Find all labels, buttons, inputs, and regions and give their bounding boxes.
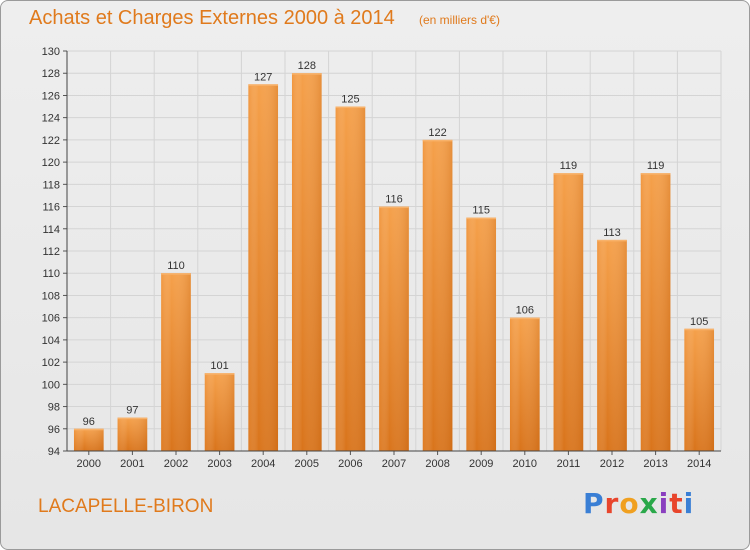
logo-letter: i bbox=[683, 487, 695, 520]
data-label: 97 bbox=[126, 405, 138, 417]
data-label: 127 bbox=[254, 71, 272, 83]
bar-top-edge bbox=[117, 417, 148, 420]
y-tick-label: 94 bbox=[48, 446, 60, 458]
bar-top-edge bbox=[509, 317, 540, 320]
data-label: 125 bbox=[341, 94, 359, 106]
bar-shading-2010 bbox=[509, 317, 540, 451]
y-tick-label: 100 bbox=[42, 379, 60, 391]
logo-letter: i bbox=[658, 487, 670, 520]
data-label: 106 bbox=[516, 305, 534, 317]
bar-shading-2014 bbox=[684, 328, 715, 451]
bar-shading-2008 bbox=[422, 139, 453, 451]
y-tick-label: 112 bbox=[42, 246, 60, 258]
logo-letter: x bbox=[639, 487, 659, 520]
proxiti-logo: Proxiti bbox=[583, 487, 694, 520]
bar-top-edge bbox=[466, 217, 497, 220]
chart-subtitle: (en milliers d'€) bbox=[419, 13, 500, 27]
data-label: 101 bbox=[210, 360, 228, 372]
x-tick-label: 2011 bbox=[557, 458, 581, 470]
data-label: 110 bbox=[167, 260, 185, 272]
bar-top-edge bbox=[684, 328, 715, 331]
y-tick-label: 116 bbox=[42, 202, 60, 214]
y-tick-label: 106 bbox=[42, 313, 60, 325]
x-tick-label: 2014 bbox=[687, 458, 711, 470]
y-tick-label: 108 bbox=[42, 290, 60, 302]
bar-top-edge bbox=[640, 173, 671, 175]
logo-letter: o bbox=[619, 487, 640, 520]
bar-shading-2011 bbox=[553, 173, 584, 451]
x-tick-label: 2007 bbox=[382, 458, 406, 470]
logo-letter: t bbox=[669, 487, 684, 520]
bar-shading-2005 bbox=[291, 73, 322, 451]
bar-top-edge bbox=[379, 206, 409, 209]
data-label: 119 bbox=[647, 160, 665, 172]
data-label: 96 bbox=[83, 416, 95, 428]
x-tick-label: 2002 bbox=[164, 458, 188, 470]
data-label: 128 bbox=[298, 60, 316, 72]
y-tick-label: 98 bbox=[48, 402, 60, 414]
y-tick-label: 130 bbox=[42, 46, 60, 58]
x-tick-label: 2010 bbox=[513, 458, 537, 470]
y-tick-label: 102 bbox=[42, 357, 60, 369]
bar-top-edge bbox=[553, 173, 584, 175]
x-tick-label: 2006 bbox=[338, 458, 362, 470]
y-tick-label: 120 bbox=[42, 157, 60, 169]
bar-shading-2013 bbox=[640, 173, 671, 451]
y-tick-label: 114 bbox=[42, 224, 60, 236]
bar-top-edge bbox=[422, 139, 453, 142]
bar-shading-2007 bbox=[379, 206, 409, 451]
bar-top-edge bbox=[161, 273, 191, 275]
bar-shading-2000 bbox=[73, 428, 104, 451]
data-label: 105 bbox=[690, 316, 708, 328]
y-tick-label: 126 bbox=[42, 90, 60, 102]
y-tick-label: 118 bbox=[42, 179, 60, 191]
y-tick-label: 128 bbox=[42, 68, 60, 80]
bar-shading-2001 bbox=[117, 417, 148, 451]
data-label: 115 bbox=[472, 205, 490, 217]
x-tick-label: 2005 bbox=[295, 458, 319, 470]
data-label: 122 bbox=[428, 127, 446, 139]
y-tick-label: 104 bbox=[42, 335, 60, 347]
bar-top-edge bbox=[73, 428, 104, 431]
x-tick-label: 2012 bbox=[600, 458, 624, 470]
x-tick-label: 2008 bbox=[425, 458, 449, 470]
bar-top-edge bbox=[204, 373, 235, 375]
x-tick-label: 2013 bbox=[643, 458, 667, 470]
bar-shading-2004 bbox=[248, 84, 279, 451]
x-tick-label: 2003 bbox=[207, 458, 231, 470]
y-tick-label: 110 bbox=[42, 268, 60, 280]
bar-shading-2002 bbox=[161, 273, 191, 451]
bar-top-edge bbox=[597, 239, 627, 242]
bar-shading-2009 bbox=[466, 217, 497, 451]
chart-title: Achats et Charges Externes 2000 à 2014 bbox=[29, 7, 395, 29]
logo-letter: r bbox=[604, 487, 620, 520]
data-label: 113 bbox=[603, 227, 621, 239]
bar-top-edge bbox=[291, 73, 322, 75]
data-label: 119 bbox=[560, 160, 578, 172]
y-tick-label: 124 bbox=[42, 113, 60, 125]
x-tick-label: 2004 bbox=[251, 458, 275, 470]
data-label: 116 bbox=[385, 194, 403, 206]
bar-shading-2006 bbox=[335, 106, 366, 452]
bar-shading-2003 bbox=[204, 373, 235, 451]
y-tick-label: 96 bbox=[48, 424, 60, 436]
place-name: LACAPELLE-BIRON bbox=[38, 496, 214, 517]
x-tick-label: 2009 bbox=[469, 458, 493, 470]
bar-top-edge bbox=[248, 84, 279, 86]
logo-letter: P bbox=[583, 487, 605, 520]
x-tick-label: 2001 bbox=[120, 458, 144, 470]
y-tick-label: 122 bbox=[42, 135, 60, 147]
bar-top-edge bbox=[335, 106, 366, 109]
x-tick-label: 2000 bbox=[77, 458, 101, 470]
bar-shading-2012 bbox=[597, 239, 627, 451]
